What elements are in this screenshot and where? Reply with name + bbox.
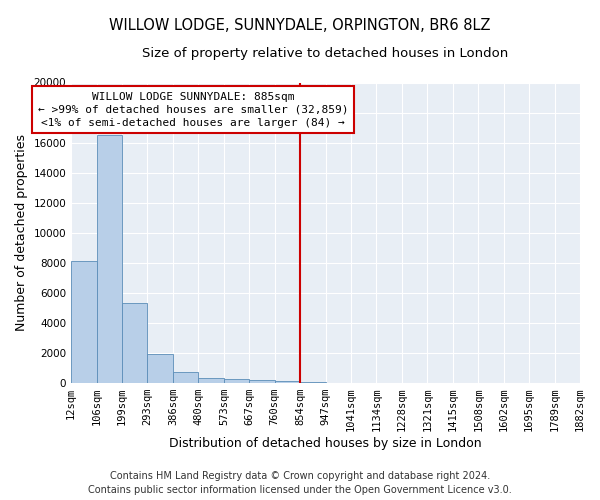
Text: WILLOW LODGE, SUNNYDALE, ORPINGTON, BR6 8LZ: WILLOW LODGE, SUNNYDALE, ORPINGTON, BR6 …	[109, 18, 491, 32]
Bar	[199, 378, 224, 383]
Bar	[97, 135, 122, 383]
Bar	[224, 379, 249, 383]
Bar	[275, 380, 300, 383]
Title: Size of property relative to detached houses in London: Size of property relative to detached ho…	[142, 48, 509, 60]
Y-axis label: Number of detached properties: Number of detached properties	[15, 134, 28, 331]
Text: Contains HM Land Registry data © Crown copyright and database right 2024.
Contai: Contains HM Land Registry data © Crown c…	[88, 471, 512, 495]
Bar	[173, 372, 199, 383]
Bar	[71, 261, 97, 383]
Bar	[122, 303, 148, 383]
X-axis label: Distribution of detached houses by size in London: Distribution of detached houses by size …	[169, 437, 482, 450]
Text: WILLOW LODGE SUNNYDALE: 885sqm
← >99% of detached houses are smaller (32,859)
<1: WILLOW LODGE SUNNYDALE: 885sqm ← >99% of…	[38, 92, 349, 128]
Bar	[249, 380, 275, 383]
Bar	[300, 382, 326, 383]
Bar	[148, 354, 173, 383]
